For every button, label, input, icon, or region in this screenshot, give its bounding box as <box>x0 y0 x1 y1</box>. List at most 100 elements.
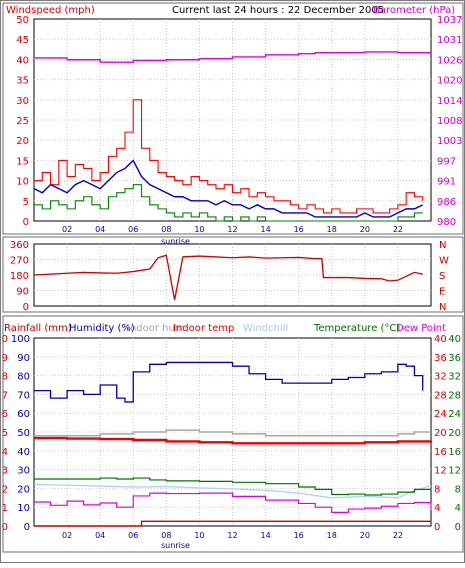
wind-x-tick: 04 <box>95 225 105 234</box>
compass-label: W <box>439 256 449 267</box>
direction-y-tick: 360 <box>10 240 29 251</box>
temperature-y-tick: 0 <box>455 522 461 533</box>
humidity-y-tick: 80 <box>17 372 30 383</box>
wind-x-tick: 22 <box>393 225 403 234</box>
temperature-y-tick: 28 <box>448 390 461 401</box>
humidity-y-tick: 100 <box>11 334 30 345</box>
barometer-y-tick: 1003 <box>437 136 462 147</box>
wind-x-tick: 12 <box>227 225 237 234</box>
temperature-y-tick: 4 <box>455 503 461 514</box>
rainfall-line <box>34 520 431 527</box>
temp-x-tick: 12 <box>227 531 237 540</box>
wind-x-tick: 18 <box>327 225 337 234</box>
windspeed-y-tick: 25 <box>16 116 29 127</box>
wind-x-tick: 10 <box>194 225 204 234</box>
windchill-line <box>33 483 432 499</box>
rainfall-y-tick: 2 <box>2 484 8 495</box>
legend-windchill: Windchill <box>243 323 288 334</box>
windspeed-y-tick: 5 <box>23 197 29 208</box>
indoor-temp-line <box>34 436 433 445</box>
compass-label: E <box>439 287 445 298</box>
dew-point-line <box>34 492 432 513</box>
humidity-y-tick: 40 <box>17 447 30 458</box>
humidity-y-tick: 0 <box>24 522 30 533</box>
direction-y-tick: 90 <box>16 287 29 298</box>
temperature-y-tick: 24 <box>448 409 461 420</box>
indoor-temp-y-tick: 0 <box>434 522 440 533</box>
temperature-y-tick: 36 <box>448 353 461 364</box>
temp-x-tick: 08 <box>161 531 171 540</box>
temp-x-tick: 06 <box>128 531 138 540</box>
sunrise-label-bottom: sunrise <box>161 541 190 550</box>
windspeed-y-tick: 0 <box>23 217 29 228</box>
temp-x-tick: 02 <box>62 531 72 540</box>
windspeed-y-tick: 45 <box>16 35 29 46</box>
barometer-y-tick: 1031 <box>437 35 462 46</box>
wind-x-tick: 06 <box>128 225 138 234</box>
rainfall-y-tick: 6 <box>2 409 8 420</box>
rainfall-y-tick: 4 <box>2 447 8 458</box>
barometer-line <box>34 51 431 63</box>
indoor-temp-y-tick: 12 <box>434 466 447 477</box>
indoor-temp-y-tick: 32 <box>434 372 447 383</box>
temp-x-tick: 10 <box>194 531 204 540</box>
indoor-temp-y-tick: 36 <box>434 353 447 364</box>
temperature-line <box>34 477 432 496</box>
temp-x-tick: 22 <box>393 531 403 540</box>
compass-label: N <box>439 240 446 251</box>
windspeed-y-tick: 30 <box>16 96 29 107</box>
humidity-y-tick: 90 <box>17 353 30 364</box>
indoor-humidity-line <box>34 429 431 437</box>
indoor-temp-y-tick: 28 <box>434 390 447 401</box>
humidity-y-tick: 30 <box>17 466 30 477</box>
humidity-y-tick: 10 <box>17 503 30 514</box>
wind-x-tick: 20 <box>360 225 370 234</box>
barometer-y-tick: 1014 <box>437 96 462 107</box>
rainfall-y-tick: 7 <box>2 390 8 401</box>
wind-barometer-plot: 0510152025303540455098098699199710031008… <box>16 15 462 234</box>
direction-y-tick: 270 <box>10 256 29 267</box>
wind-gust-line <box>34 99 424 214</box>
temperature-y-tick: 20 <box>448 428 461 439</box>
barometer-y-tick: 997 <box>437 156 456 167</box>
temp-x-tick: 18 <box>327 531 337 540</box>
humidity-y-tick: 70 <box>17 390 30 401</box>
windspeed-y-tick: 50 <box>16 15 29 26</box>
indoor-temp-y-tick: 8 <box>434 484 440 495</box>
humidity-y-tick: 60 <box>17 409 30 420</box>
windspeed-y-tick: 35 <box>16 76 29 87</box>
temperature-humidity-plot: 0123456789100102030405060708090100004488… <box>0 334 461 540</box>
wind-x-tick: 02 <box>62 225 72 234</box>
temp-x-tick: 04 <box>95 531 105 540</box>
temperature-y-tick: 8 <box>455 484 461 495</box>
wind-direction-line <box>33 254 423 301</box>
barometer-y-tick: 991 <box>437 177 456 188</box>
temperature-y-tick: 40 <box>448 334 461 345</box>
wind-x-tick: 14 <box>260 225 270 234</box>
rainfall-y-tick: 10 <box>1 334 8 345</box>
wind-avg-line <box>33 159 424 218</box>
compass-label: S <box>439 271 445 282</box>
indoor-temp-y-tick: 40 <box>434 334 447 345</box>
wind-x-tick: 16 <box>294 225 304 234</box>
direction-y-tick: 0 <box>23 302 29 313</box>
sunrise-label-top: sunrise <box>161 237 190 246</box>
windspeed-y-tick: 10 <box>16 177 29 188</box>
rainfall-y-tick: 3 <box>2 466 8 477</box>
legend-humidity: Humidity (%) <box>69 323 135 334</box>
barometer-y-tick: 1026 <box>437 55 462 66</box>
legend-temperature: Temperature (°C) <box>313 323 400 334</box>
barometer-y-tick: 1037 <box>437 15 462 26</box>
rainfall-y-tick: 9 <box>2 353 8 364</box>
rainfall-y-tick: 0 <box>2 522 8 533</box>
temp-x-tick: 16 <box>294 531 304 540</box>
windspeed-y-tick: 15 <box>16 156 29 167</box>
windspeed-axis-title: Windspeed (mph) <box>6 5 95 16</box>
barometer-y-tick: 1020 <box>437 76 462 87</box>
direction-y-tick: 180 <box>10 271 29 282</box>
windspeed-y-tick: 40 <box>16 55 29 66</box>
temperature-y-tick: 32 <box>448 372 461 383</box>
